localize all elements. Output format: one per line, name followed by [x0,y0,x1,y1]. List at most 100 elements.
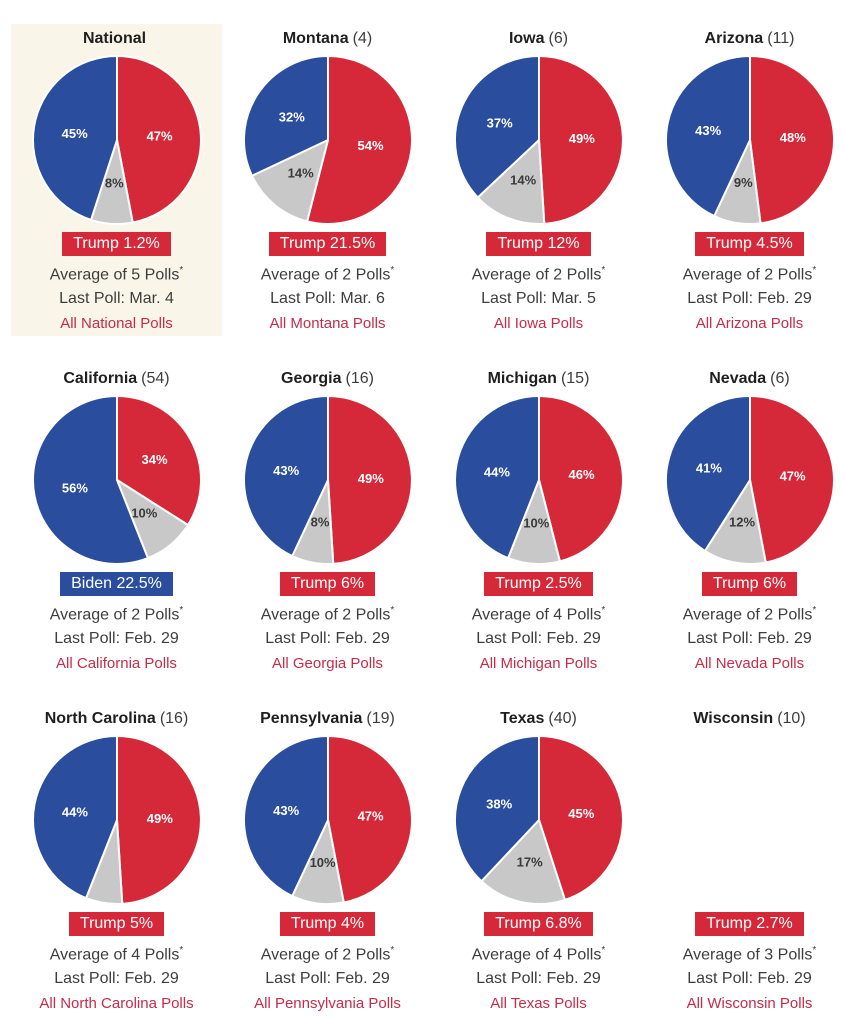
all-polls-link[interactable]: All Nevada Polls [694,655,805,673]
pie-slice-label: 32% [278,110,304,125]
poll-count: (6) [548,30,569,47]
all-polls-link[interactable]: All Texas Polls [490,995,587,1013]
all-polls-link[interactable]: All California Polls [56,655,177,673]
pie-slice-label: 45% [61,126,87,141]
pie-slice-trump [326,395,413,565]
average-asterisk: * [812,265,817,276]
average-text-label: Average of 2 Polls [260,266,391,284]
lead-badge: Trump 2.7% [695,912,804,936]
pie-slice-label: 8% [310,515,329,530]
state-title: Montana (4) [222,30,433,48]
average-text: Average of 2 Polls* [222,600,433,625]
all-polls-link[interactable]: All Montana Polls [269,315,386,333]
average-text: Average of 5 Polls* [11,260,222,285]
pie-slice-label: 37% [486,116,512,131]
lead-badge: Trump 6.8% [484,912,593,936]
pie-slice-label: 54% [357,138,383,153]
pie-slice-label: 49% [357,471,383,486]
state-poll-card: Iowa (6) 49% 14% 37% Trump 12% Average of 2… [433,24,644,336]
pie-slice-trump [748,395,835,564]
poll-count: (16) [159,710,189,727]
average-text-label: Average of 2 Polls [260,606,391,624]
pie-slice-label: 41% [695,461,721,476]
pie-slice-trump [115,735,202,905]
average-asterisk: * [812,945,817,956]
last-poll-text: Last Poll: Mar. 6 [270,290,385,308]
all-polls-link[interactable]: All Arizona Polls [695,315,804,333]
pie-slice-trump [115,55,202,224]
last-poll-text: Last Poll: Feb. 29 [687,970,812,988]
pie-slice-label: 38% [486,797,512,812]
state-poll-card: Michigan (15) 46% 10% 44% Trump 2.5% Averag… [433,364,644,676]
pie-chart: 54% 14% 32% [222,53,433,227]
pie-slice-label: 47% [779,469,805,484]
all-polls-link[interactable]: All Michigan Polls [479,655,598,673]
pie-slice-label: 43% [695,123,721,138]
state-name: Iowa [508,30,545,47]
pie-slice-biden [453,735,540,883]
pie-chart: 49% 44% [11,733,222,907]
average-text: Average of 4 Polls* [433,940,644,965]
last-poll-text: Last Poll: Mar. 4 [59,290,174,308]
pie-chart [644,733,845,907]
average-text-label: Average of 4 Polls [471,606,602,624]
state-title: National [11,30,222,48]
pie-chart: 34% 10% 56% [11,393,222,567]
state-name: Nevada [709,370,767,387]
average-asterisk: * [390,945,395,956]
state-title: Texas (40) [433,710,644,728]
state-poll-card: Wisconsin (10) Trump 2.7% Average of 3 Po… [644,704,845,1016]
last-poll-text: Last Poll: Mar. 5 [481,290,596,308]
pie-slice-trump [537,55,624,225]
state-title: Arizona (11) [644,30,845,48]
pie-slice-label: 46% [568,467,594,482]
all-polls-link[interactable]: All North Carolina Polls [39,995,194,1013]
state-name: Arizona [704,30,764,47]
average-text: Average of 2 Polls* [222,940,433,965]
poll-count: (6) [770,370,790,387]
pie-slice-label: 56% [61,481,87,496]
pie-chart: 49% 8% 43% [222,393,433,567]
poll-count: (15) [560,370,590,387]
poll-count: (10) [777,710,806,727]
average-text: Average of 4 Polls* [433,600,644,625]
all-polls-link[interactable]: All Georgia Polls [272,655,383,673]
state-poll-card: Arizona (11) 48% 9% 43% Trump 4.5% Average … [644,24,845,336]
all-polls-link[interactable]: All Iowa Polls [493,315,584,333]
lead-badge: Trump 12% [486,232,591,256]
state-poll-card: North Carolina (16) 49% 44% Trump 5% Avera… [11,704,222,1016]
average-text-label: Average of 2 Polls [471,266,602,284]
pie-slice-trump [326,735,413,904]
poll-count: (54) [141,370,170,387]
pie-slice-biden [31,735,118,900]
poll-count: (4) [352,30,373,47]
pie-slice-label: 49% [568,131,594,146]
all-polls-link[interactable]: All Pennsylvania Polls [254,995,401,1013]
all-polls-link[interactable]: All Wisconsin Polls [686,995,813,1013]
pie-slice-other [250,139,329,223]
average-text: Average of 2 Polls* [433,260,644,285]
pie-slice-biden [242,735,329,898]
last-poll-text: Last Poll: Feb. 29 [54,630,179,648]
average-text-label: Average of 2 Polls [260,946,391,964]
pie-slice-label: 34% [141,452,167,467]
state-poll-card: Texas (40) 45% 17% 38% Trump 6.8% Average o… [433,704,644,1016]
pie-chart: 47% 12% 41% [644,393,845,567]
last-poll-text: Last Poll: Feb. 29 [265,630,390,648]
state-title: Nevada (6) [644,370,845,388]
average-text-label: Average of 5 Polls [49,266,180,284]
state-name: Pennsylvania [260,710,363,727]
average-asterisk: * [179,605,184,616]
pie-slice-label: 9% [733,175,752,190]
state-poll-card: Nevada (6) 47% 12% 41% Trump 6% Average of … [644,364,845,676]
pie-slice-biden [664,395,751,552]
state-poll-card: California (54) 34% 10% 56% Biden 22.5% Ave… [11,364,222,676]
last-poll-text: Last Poll: Feb. 29 [476,630,601,648]
state-name: Georgia [281,370,342,387]
all-polls-link[interactable]: All National Polls [60,315,173,333]
average-text: Average of 2 Polls* [644,260,845,285]
pie-slice-biden [31,55,118,221]
pie-slice-label: 48% [779,130,805,145]
state-title: North Carolina (16) [11,710,222,728]
lead-badge: Trump 6% [279,572,376,596]
